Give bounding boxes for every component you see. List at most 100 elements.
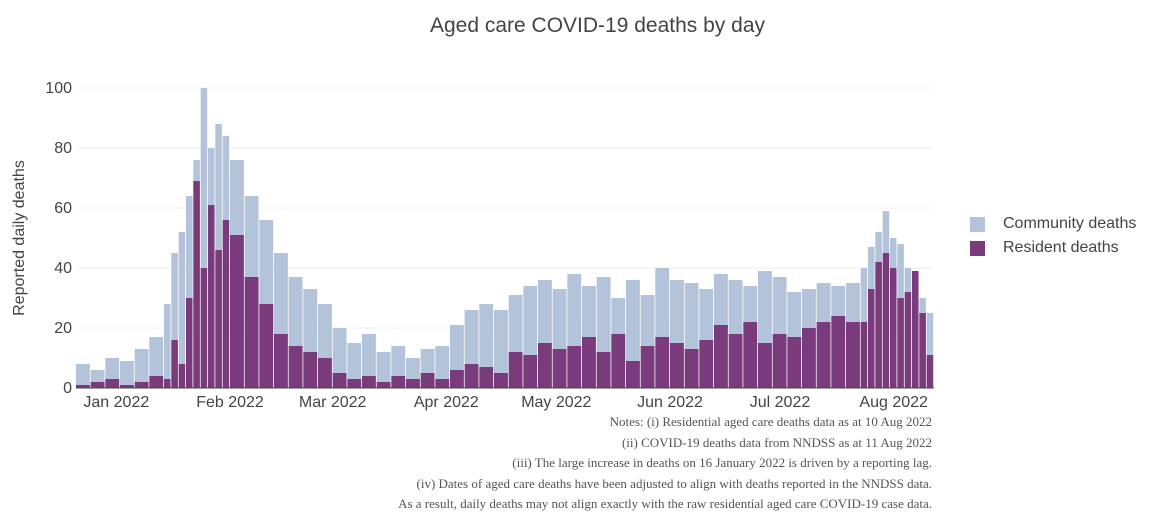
resident-deaths-bar[interactable] [904, 292, 912, 388]
community-deaths-bar[interactable] [347, 343, 362, 388]
legend-label-resident: Resident deaths [1003, 239, 1119, 256]
resident-deaths-bar[interactable] [538, 343, 552, 388]
resident-deaths-bar[interactable] [802, 328, 816, 388]
resident-deaths-bar[interactable] [105, 379, 120, 388]
resident-deaths-bar[interactable] [178, 364, 186, 388]
resident-deaths-bar[interactable] [164, 379, 171, 388]
note-line: (ii) COVID-19 deaths data from NNDSS as … [621, 434, 932, 450]
resident-deaths-bar[interactable] [215, 250, 222, 388]
resident-deaths-bar[interactable] [347, 379, 362, 388]
community-deaths-bar[interactable] [200, 88, 208, 388]
community-deaths-bar[interactable] [926, 313, 934, 388]
community-deaths-bar[interactable] [494, 310, 508, 388]
resident-deaths-bar[interactable] [523, 355, 538, 388]
resident-deaths-bar[interactable] [640, 346, 655, 388]
resident-deaths-bar[interactable] [186, 298, 193, 388]
resident-deaths-bar[interactable] [714, 325, 728, 388]
legend: Community deaths Resident deaths [970, 212, 1136, 260]
resident-deaths-bar[interactable] [508, 352, 523, 388]
community-deaths-bar[interactable] [120, 361, 134, 388]
resident-deaths-bar[interactable] [699, 340, 714, 388]
y-tick-label: 60 [54, 200, 72, 217]
resident-deaths-bar[interactable] [274, 334, 288, 388]
legend-swatch-resident [970, 240, 985, 256]
resident-deaths-bar[interactable] [208, 205, 215, 388]
resident-deaths-bar[interactable] [670, 343, 684, 388]
resident-deaths-bar[interactable] [816, 322, 831, 388]
resident-deaths-bar[interactable] [171, 340, 178, 388]
resident-deaths-bar[interactable] [303, 352, 318, 388]
resident-deaths-bar[interactable] [897, 298, 904, 388]
resident-deaths-bar[interactable] [362, 376, 376, 388]
resident-deaths-bar[interactable] [90, 382, 105, 388]
resident-deaths-bar[interactable] [259, 304, 274, 388]
x-tick-label: Jul 2022 [750, 394, 811, 411]
community-deaths-bar[interactable] [435, 346, 450, 388]
resident-deaths-bar[interactable] [464, 364, 479, 388]
community-deaths-bar[interactable] [376, 352, 391, 388]
resident-deaths-bar[interactable] [318, 358, 332, 388]
community-deaths-bar[interactable] [164, 304, 171, 388]
resident-deaths-bar[interactable] [230, 235, 244, 388]
resident-deaths-bar[interactable] [582, 337, 596, 388]
resident-deaths-bar[interactable] [882, 253, 890, 388]
resident-deaths-bar[interactable] [684, 349, 699, 388]
resident-deaths-bar[interactable] [772, 334, 787, 388]
resident-deaths-bar[interactable] [846, 322, 860, 388]
x-tick-label: May 2022 [521, 394, 591, 411]
resident-deaths-bar[interactable] [567, 346, 582, 388]
resident-deaths-bar[interactable] [728, 334, 743, 388]
resident-deaths-bar[interactable] [655, 337, 670, 388]
resident-deaths-bar[interactable] [376, 382, 391, 388]
resident-deaths-bar[interactable] [120, 385, 134, 388]
resident-deaths-bar[interactable] [134, 382, 149, 388]
resident-deaths-bar[interactable] [912, 271, 919, 388]
x-tick-label: Feb 2022 [196, 394, 264, 411]
community-deaths-bar[interactable] [178, 232, 186, 388]
resident-deaths-bar[interactable] [596, 352, 611, 388]
resident-deaths-bar[interactable] [435, 379, 450, 388]
resident-deaths-bar[interactable] [890, 268, 897, 388]
community-deaths-bar[interactable] [362, 334, 376, 388]
resident-deaths-bar[interactable] [611, 334, 626, 388]
resident-deaths-bar[interactable] [860, 322, 868, 388]
resident-deaths-bar[interactable] [193, 181, 200, 388]
community-deaths-bar[interactable] [171, 253, 178, 388]
resident-deaths-bar[interactable] [758, 343, 772, 388]
note-line: As a result, daily deaths may not align … [398, 496, 932, 511]
resident-deaths-bar[interactable] [926, 355, 934, 388]
resident-deaths-bar[interactable] [332, 373, 347, 388]
resident-deaths-bar[interactable] [787, 337, 802, 388]
legend-item-community[interactable]: Community deaths [970, 212, 1136, 236]
resident-deaths-bar[interactable] [406, 379, 420, 388]
resident-deaths-bar[interactable] [552, 349, 567, 388]
resident-deaths-bar[interactable] [450, 370, 464, 388]
chart-title: Aged care COVID-19 deaths by day [429, 14, 765, 37]
resident-deaths-bar[interactable] [868, 289, 875, 388]
resident-deaths-bar[interactable] [494, 373, 508, 388]
x-tick-label: Apr 2022 [414, 394, 479, 411]
community-deaths-bar[interactable] [186, 196, 193, 388]
y-tick-label: 0 [63, 380, 72, 397]
resident-deaths-bar[interactable] [479, 367, 494, 388]
resident-deaths-bar[interactable] [919, 313, 926, 388]
resident-deaths-bar[interactable] [626, 361, 640, 388]
resident-deaths-bar[interactable] [288, 346, 303, 388]
resident-deaths-bar[interactable] [200, 268, 208, 388]
community-deaths-bar[interactable] [149, 337, 164, 388]
resident-deaths-bar[interactable] [391, 376, 406, 388]
resident-deaths-bar[interactable] [149, 376, 164, 388]
resident-deaths-bar[interactable] [222, 220, 230, 388]
resident-deaths-bar[interactable] [743, 322, 758, 388]
community-deaths-bar[interactable] [134, 349, 149, 388]
x-tick-label: Jun 2022 [637, 394, 703, 411]
resident-deaths-bar[interactable] [875, 262, 882, 388]
resident-deaths-bar[interactable] [831, 316, 846, 388]
resident-deaths-bar[interactable] [76, 385, 90, 388]
community-deaths-bar[interactable] [76, 364, 90, 388]
y-axis-label: Reported daily deaths [11, 160, 28, 316]
legend-item-resident[interactable]: Resident deaths [970, 236, 1136, 260]
resident-deaths-bar[interactable] [244, 277, 259, 388]
resident-deaths-bar[interactable] [420, 373, 435, 388]
